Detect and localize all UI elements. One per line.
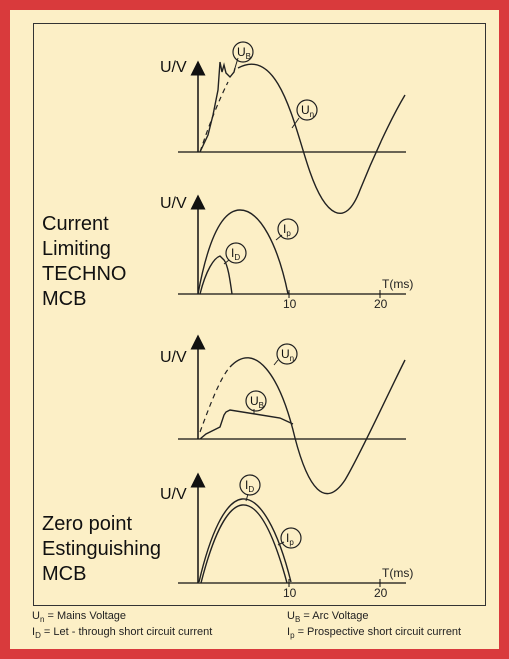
plot-3-y-label: U/V — [160, 349, 187, 366]
plot-2-y-label: U/V — [160, 195, 187, 212]
plot-2-x-label: T(ms) — [382, 277, 413, 291]
plot-4-tick-label-20: 20 — [374, 586, 388, 600]
plot-1-un-leader — [291, 117, 300, 129]
svg-text:Ip: Ip — [286, 531, 294, 547]
plot-4-tick-label-10: 10 — [283, 586, 297, 600]
plot-1-y-label: U/V — [160, 59, 187, 76]
heading-current-limiting: Current Limiting TECHNO MCB — [42, 213, 132, 310]
svg-text:ID: ID — [231, 246, 240, 262]
plot-3-un-curve — [229, 357, 406, 495]
plot-1-ub-marker: UB — [232, 41, 254, 63]
legend-ub: UB = Arc Voltage — [287, 610, 369, 625]
heading-zero-point: Zero point Estinguishing MCB — [42, 513, 167, 585]
legend-id: ID = Let - through short circuit current — [32, 626, 213, 641]
svg-text:ID: ID — [245, 478, 254, 494]
plot-3-ub-marker: UB — [245, 390, 267, 412]
plot-3-voltage: U/V Un UB — [160, 334, 406, 495]
svg-text:Un: Un — [281, 347, 294, 363]
diagram-canvas: U/V UB Un Current Limiting TECHNO MCB — [42, 41, 413, 600]
diagram-panel: U/V UB Un Current Limiting TECHNO MCB — [10, 10, 499, 649]
plot-4-x-label: T(ms) — [382, 566, 413, 580]
plot-2-ip-curve — [197, 209, 289, 295]
plot-3-un-marker: Un — [276, 343, 298, 365]
svg-text:Ip: Ip — [283, 222, 291, 238]
svg-text:UB: UB — [237, 45, 251, 61]
plot-4-ip-curve — [198, 498, 292, 583]
plot-1-un-marker: Un — [296, 99, 318, 121]
plot-2-current: U/V 10 20 T(ms) Ip ID — [160, 194, 413, 311]
plot-4-ip-marker: Ip — [280, 527, 302, 549]
diagram-frame — [33, 23, 486, 606]
plot-4-current: U/V 10 20 T(ms) ID Ip — [160, 472, 413, 600]
plot-1-ub-arc-curve — [199, 61, 236, 153]
svg-text:UB: UB — [250, 394, 264, 410]
plot-1-un-curve — [237, 63, 406, 214]
plot-3-ub-arc-curve — [199, 409, 294, 440]
plot-2-id-curve — [199, 255, 233, 295]
plot-2-tick-label-20: 20 — [374, 297, 388, 311]
legend-un: Un = Mains Voltage — [32, 610, 127, 625]
plot-2-ip-marker: Ip — [277, 218, 299, 240]
plot-3-un-leader — [273, 359, 279, 366]
plot-2-id-leader — [223, 259, 230, 265]
plot-4-y-label: U/V — [160, 486, 187, 503]
legend-ip: Ip = Prospective short circuit current — [287, 626, 462, 641]
plot-4-ip-leader — [277, 541, 285, 546]
svg-text:Un: Un — [301, 103, 314, 119]
plot-4-id-marker: ID — [239, 474, 261, 496]
plot-2-id-marker: ID — [225, 242, 247, 264]
plot-2-tick-label-10: 10 — [283, 297, 297, 311]
plot-3-un-dashed-curve — [199, 366, 231, 433]
plot-1-voltage: U/V UB Un — [160, 41, 406, 214]
plot-4-id-curve — [200, 504, 288, 584]
